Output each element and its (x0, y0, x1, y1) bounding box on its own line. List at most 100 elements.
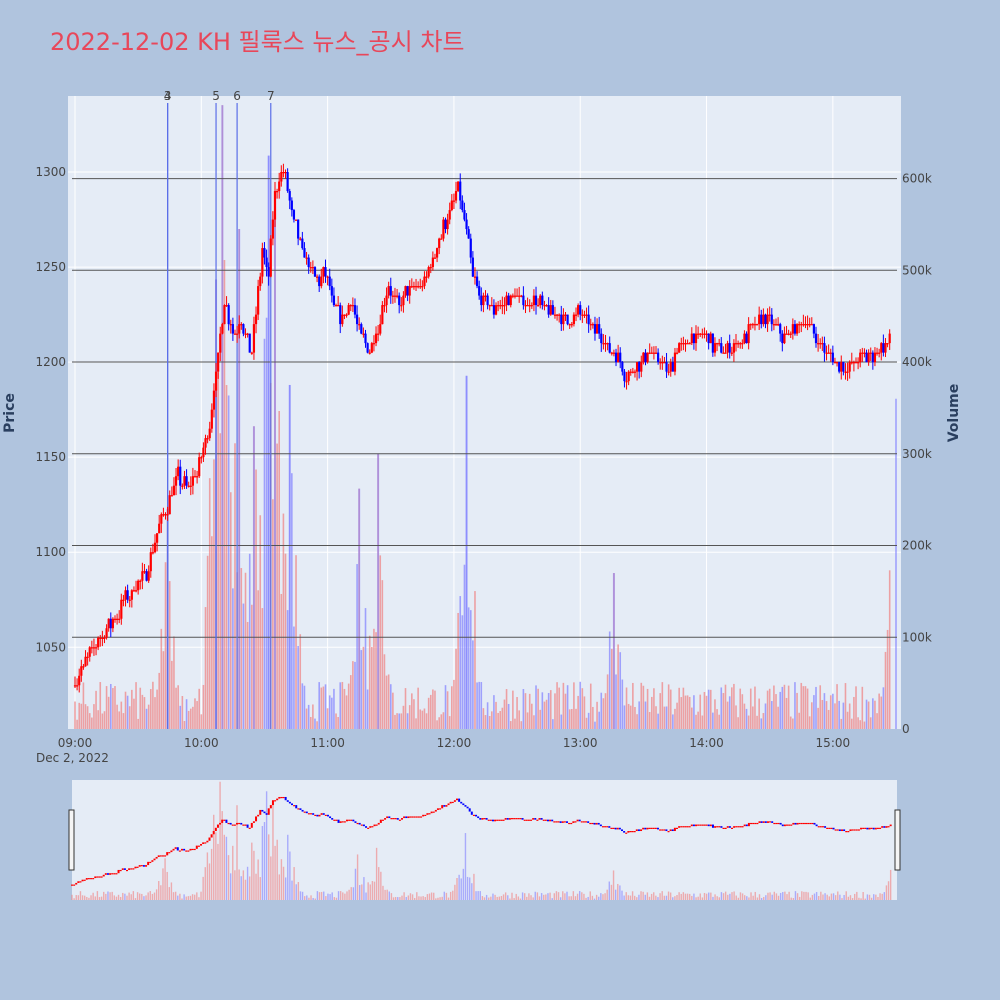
volume-bar (156, 689, 158, 729)
volume-bar (695, 714, 697, 729)
candle-body (770, 314, 773, 325)
slider-volume-bar (633, 895, 636, 900)
volume-bar (425, 713, 428, 729)
slider-volume-bar (576, 893, 579, 900)
volume-bar (497, 712, 499, 729)
slider-volume-bar (581, 892, 583, 900)
slider-volume-bar (887, 881, 890, 900)
volume-bar (629, 705, 632, 729)
candle-body (726, 343, 729, 353)
candle-body (640, 362, 643, 372)
volume-bar (665, 706, 668, 729)
slider-volume-bar (401, 895, 403, 900)
candle-body (118, 618, 121, 620)
slider-candle (291, 803, 293, 806)
slider-volume-bar (73, 898, 75, 900)
volume-bar (623, 705, 626, 729)
price-tick-label: 1100 (35, 545, 66, 559)
volume-bar (735, 705, 737, 729)
candle-body (595, 324, 599, 334)
slider-volume-bar (259, 877, 261, 900)
range-slider[interactable] (72, 780, 897, 900)
candle-body (810, 324, 813, 326)
candle-body (97, 637, 100, 648)
candle-body (214, 371, 218, 391)
slider-candle (654, 827, 657, 829)
slider-candle (208, 837, 211, 841)
volume-bar (404, 688, 407, 729)
candle-body (758, 314, 761, 325)
slider-volume-bar (629, 895, 632, 900)
slider-volume-bar (301, 891, 304, 900)
volume-bar (846, 711, 849, 729)
slider-volume-bar (115, 896, 118, 900)
candle-body (240, 324, 243, 326)
volume-spike-bar (465, 375, 468, 729)
candle-body (800, 324, 803, 326)
slider-candle (889, 824, 892, 827)
slider-volume-bar (598, 896, 600, 900)
volume-bar (516, 697, 518, 729)
slider-candle (737, 826, 740, 828)
volume-bar (808, 716, 811, 729)
slider-candle (752, 822, 755, 825)
volume-bar (331, 697, 333, 729)
candle-body (467, 229, 470, 239)
candle-body (259, 276, 262, 287)
slider-candle (534, 818, 537, 820)
slider-volume-bar (538, 896, 541, 900)
slider-volume-bar (117, 894, 120, 900)
range-slider-right-handle[interactable] (894, 809, 901, 871)
price-candles (73, 163, 891, 693)
candle-body (238, 324, 241, 334)
candle-body (364, 333, 367, 344)
volume-bar (756, 715, 758, 729)
candle-body (461, 200, 464, 211)
slider-candle (720, 826, 723, 828)
volume-bar (265, 317, 268, 729)
slider-candle (453, 800, 456, 802)
slider-volume-bar (242, 870, 245, 900)
volume-bar (364, 608, 367, 729)
slider-candle (337, 819, 340, 823)
slider-candle (274, 800, 277, 802)
slider-candle (147, 861, 150, 866)
range-slider-left-handle[interactable] (68, 809, 75, 871)
candle-body (602, 343, 605, 345)
slider-volume-bar (306, 895, 308, 900)
candle-body (861, 352, 864, 354)
candle-body (332, 295, 336, 306)
slider-volume-bar (809, 897, 811, 900)
slider-volume-bar (828, 896, 831, 900)
slider-volume-bar (365, 892, 367, 900)
slider-candle (718, 826, 721, 828)
slider-candle (669, 829, 672, 832)
volume-bar (571, 708, 573, 729)
candle-body (82, 666, 85, 668)
slider-candle (671, 829, 674, 832)
candle-body (132, 590, 136, 592)
volume-bar (644, 701, 647, 729)
slider-volume-bar (741, 893, 744, 900)
slider-candle (441, 805, 444, 809)
candle-body (141, 571, 144, 581)
volume-bar (653, 688, 655, 729)
slider-candle (860, 827, 863, 830)
volume-bar (596, 701, 598, 729)
slider-candle (489, 819, 492, 821)
volume-bar (375, 632, 377, 729)
volume-bar (451, 686, 453, 729)
volume-bar (705, 695, 708, 729)
slider-candle (678, 826, 681, 828)
slider-candle (259, 809, 262, 815)
slider-candle (728, 826, 731, 828)
time-tick-label: 09:00 (58, 736, 93, 750)
candle-body (650, 352, 653, 354)
candle-body (421, 286, 424, 288)
volume-bar (105, 686, 108, 729)
slider-volume-bar (236, 805, 238, 900)
candle-body (732, 343, 736, 353)
slider-volume-bar (667, 891, 670, 900)
slider-candle (187, 850, 190, 852)
slider-volume-bar (303, 896, 306, 900)
